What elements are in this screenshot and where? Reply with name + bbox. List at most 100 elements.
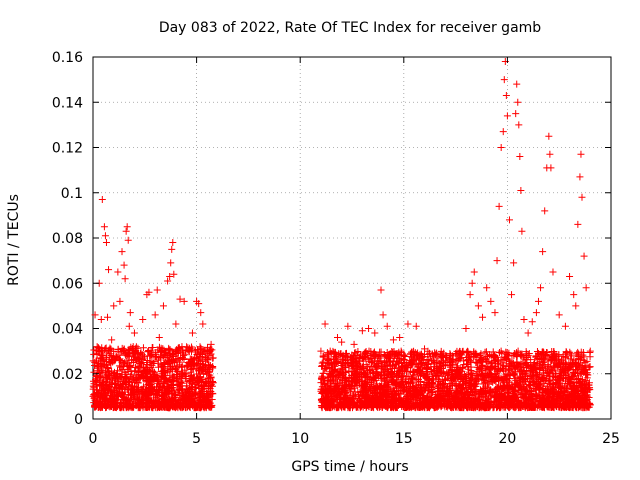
data-point [98, 196, 106, 204]
data-point [142, 368, 150, 376]
data-point [94, 389, 102, 397]
data-point [468, 279, 476, 287]
data-point [169, 239, 177, 247]
data-point [99, 391, 107, 399]
data-point [178, 363, 186, 371]
data-point [133, 395, 141, 403]
data-point [181, 366, 189, 374]
data-point [111, 403, 119, 411]
data-point [491, 309, 499, 317]
data-point [136, 374, 144, 382]
data-point [162, 403, 170, 411]
data-point [92, 398, 100, 406]
data-point [110, 387, 118, 395]
data-point [94, 403, 102, 411]
data-point [161, 400, 169, 408]
data-point [196, 376, 204, 384]
data-point [126, 364, 134, 372]
data-point [190, 400, 198, 408]
data-point [203, 365, 211, 373]
data-point [151, 311, 159, 319]
data-point [129, 374, 137, 382]
data-point [115, 362, 123, 370]
data-point [108, 355, 116, 363]
data-point [508, 291, 516, 299]
data-point [139, 354, 147, 362]
data-point [194, 367, 202, 375]
data-point [188, 348, 196, 356]
data-point [165, 376, 173, 384]
data-point [204, 362, 212, 370]
data-point [200, 397, 208, 405]
data-point [93, 350, 101, 358]
data-point [121, 388, 129, 396]
data-point [168, 377, 176, 385]
data-point [108, 380, 116, 388]
data-point [108, 336, 116, 344]
data-point [196, 373, 204, 381]
data-point [128, 403, 136, 411]
data-point [101, 232, 109, 240]
data-point [122, 397, 130, 405]
data-point [188, 376, 196, 384]
data-point [123, 223, 131, 231]
data-point [154, 402, 162, 410]
data-point [333, 334, 341, 342]
data-point [96, 373, 104, 381]
data-point [198, 382, 206, 390]
data-point [209, 354, 217, 362]
data-point [128, 356, 136, 364]
data-point [396, 334, 404, 342]
data-point [104, 371, 112, 379]
data-point [119, 347, 127, 355]
data-point [105, 266, 113, 274]
data-point [171, 402, 179, 410]
data-point [173, 347, 181, 355]
data-point [143, 357, 151, 365]
data-point [110, 395, 118, 403]
data-point [199, 361, 207, 369]
data-point [123, 352, 131, 360]
data-point [136, 374, 144, 382]
data-point [104, 364, 112, 372]
data-point [189, 390, 197, 398]
data-point [138, 351, 146, 359]
data-point [199, 395, 207, 403]
data-point [132, 395, 140, 403]
data-point [358, 327, 366, 335]
data-point [90, 394, 98, 402]
data-point [154, 377, 162, 385]
data-point [111, 389, 119, 397]
data-point [157, 375, 165, 383]
data-point [153, 286, 161, 294]
data-point [106, 394, 114, 402]
data-point [165, 346, 173, 354]
data-point [176, 382, 184, 390]
data-point [174, 389, 182, 397]
data-point [204, 375, 212, 383]
data-point [116, 357, 124, 365]
data-point [142, 373, 150, 381]
data-point [161, 386, 169, 394]
data-point [175, 385, 183, 393]
data-point [198, 363, 206, 371]
data-point [150, 357, 158, 365]
data-point [110, 302, 118, 310]
data-point [148, 351, 156, 359]
data-point [145, 385, 153, 393]
data-point [209, 363, 217, 371]
data-point [115, 385, 123, 393]
data-point [144, 375, 152, 383]
data-point [499, 128, 507, 136]
data-point [116, 351, 124, 359]
data-point [171, 364, 179, 372]
data-point [189, 398, 197, 406]
data-point [131, 346, 139, 354]
data-point [143, 361, 151, 369]
data-point [111, 396, 119, 404]
data-point [130, 329, 138, 337]
data-point [165, 358, 173, 366]
data-point [165, 387, 173, 395]
data-point [170, 393, 178, 401]
data-point [321, 320, 329, 328]
